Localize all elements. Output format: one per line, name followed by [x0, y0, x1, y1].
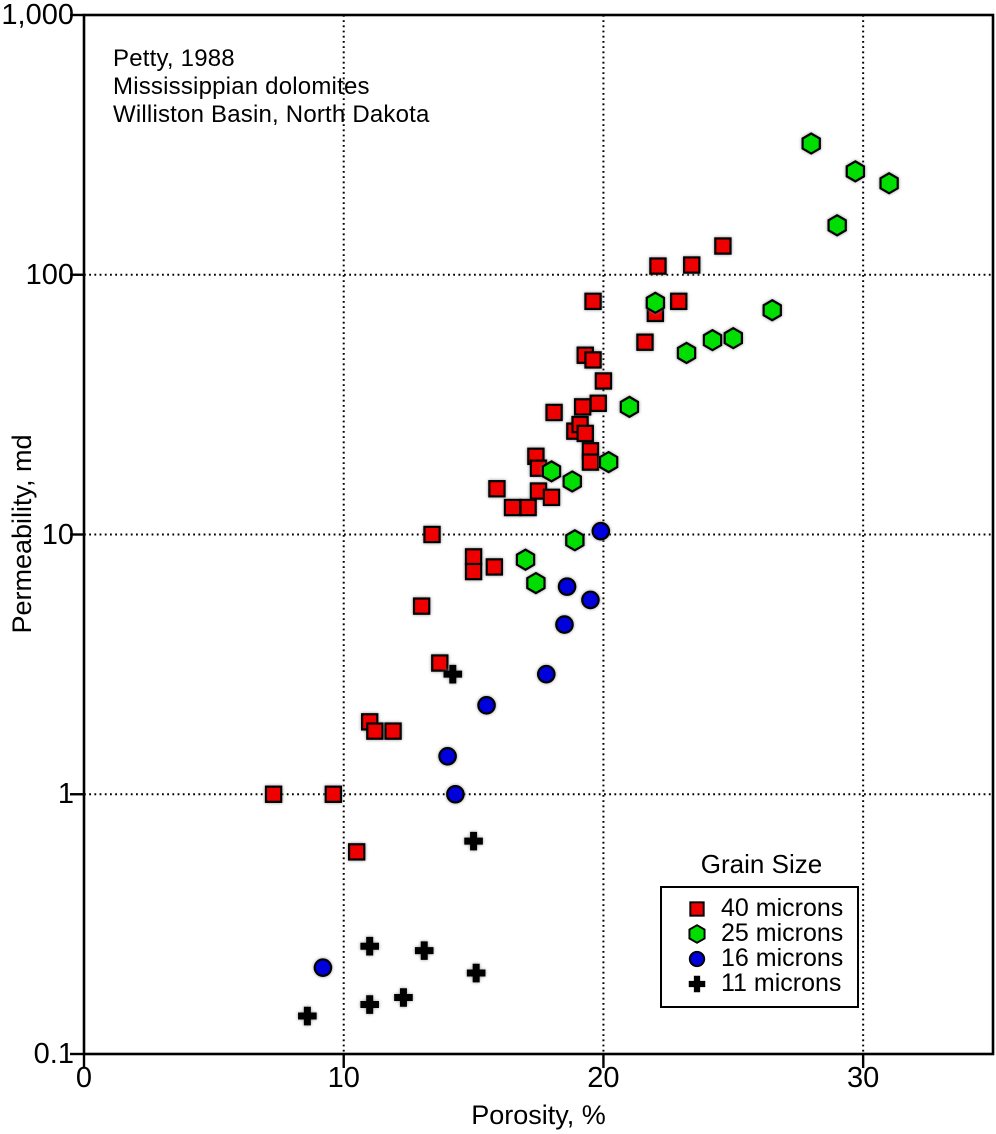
- legend-item-label: 16 microns: [721, 944, 844, 972]
- legend-item-label: 25 microns: [721, 919, 844, 947]
- axis-ticks: [70, 13, 865, 1068]
- y-tick-label: 10: [41, 518, 74, 551]
- series-25-microns: [515, 132, 899, 595]
- x-axis-title: Porosity, %: [471, 1100, 606, 1130]
- series-16-microns: [313, 521, 611, 977]
- x-tick-label: 0: [75, 1062, 93, 1094]
- red-square-icon: [689, 900, 705, 917]
- gridlines: [84, 15, 993, 1054]
- black-plus-icon: [688, 975, 706, 992]
- y-tick-label: 100: [25, 258, 74, 291]
- x-tick-label: 20: [587, 1062, 620, 1094]
- x-tick-label: 30: [847, 1062, 880, 1094]
- series-11-microns: [298, 664, 486, 1026]
- legend-item-label: 11 microns: [721, 969, 842, 997]
- legend-item-16-microns: 16 microns: [662, 944, 857, 972]
- annotation-line-1: Petty, 1988: [113, 45, 235, 72]
- y-tick-label: 1: [57, 778, 74, 811]
- blue-circle-icon: [688, 950, 706, 967]
- annotation-line-2: Mississippian dolomites: [113, 73, 370, 100]
- legend-item-25-microns: 25 microns: [662, 919, 857, 947]
- y-tick-label: 1,000: [1, 0, 74, 31]
- legend: 40 microns 25 microns 16 microns 11 micr…: [660, 886, 859, 1008]
- legend-title: Grain Size: [700, 849, 823, 879]
- legend-item-11-microns: 11 microns: [662, 969, 857, 997]
- x-tick-label: 10: [327, 1062, 360, 1094]
- annotation: Petty, 1988 Mississippian dolomites Will…: [113, 45, 430, 129]
- series-40-microns: [264, 237, 732, 861]
- annotation-line-3: Williston Basin, North Dakota: [113, 101, 430, 128]
- legend-item-40-microns: 40 microns: [662, 894, 857, 922]
- green-hexagon-icon: [688, 923, 706, 944]
- y-tick-label: 0.1: [33, 1038, 74, 1070]
- legend-item-label: 40 microns: [721, 894, 844, 922]
